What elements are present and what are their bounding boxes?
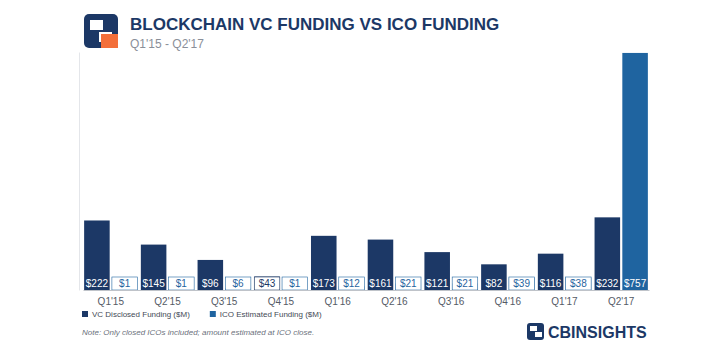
source-logo: CBINSIGHTS <box>527 323 647 341</box>
label-box <box>395 277 421 290</box>
bar <box>198 260 224 290</box>
data-label: $96 <box>202 278 219 289</box>
x-tick: Q3'15 <box>211 290 238 307</box>
data-label: $173 <box>313 278 336 289</box>
label-box <box>169 277 195 290</box>
bar <box>141 245 167 290</box>
y-axis <box>79 53 80 291</box>
data-label: $6 <box>233 278 245 289</box>
source: CBINSIGHTS <box>548 324 647 341</box>
logo-shape <box>527 323 544 340</box>
x-tick: Q2'16 <box>381 290 408 307</box>
bar <box>368 240 394 290</box>
x-tick: Q3'16 <box>438 290 465 307</box>
x-tick-label: Q4'16 <box>495 296 522 307</box>
x-tick: Q1'17 <box>551 290 578 307</box>
data-label: $82 <box>486 278 503 289</box>
data-label: $757 <box>624 278 647 289</box>
data-label: $1 <box>176 278 188 289</box>
logo <box>84 14 118 48</box>
x-tick-label: Q3'15 <box>211 296 238 307</box>
data-label: $21 <box>457 278 474 289</box>
x-tick: Q2'17 <box>608 290 635 307</box>
x-tick-label: Q4'15 <box>268 296 295 307</box>
label-box <box>566 277 592 290</box>
bar <box>509 278 535 290</box>
data-label: $145 <box>142 278 165 289</box>
bar <box>424 252 450 290</box>
logo-shape <box>84 14 118 48</box>
data-label: $1 <box>119 278 131 289</box>
chart: BLOCKCHAIN VC FUNDING VS ICO FUNDING Q1'1… <box>0 0 720 361</box>
bar <box>595 217 621 290</box>
x-tick: Q2'15 <box>154 290 181 307</box>
data-label: $232 <box>596 278 619 289</box>
label-box <box>112 277 138 290</box>
label-box <box>509 277 535 290</box>
label-box <box>282 277 308 290</box>
bar <box>622 53 648 290</box>
bar <box>481 264 507 290</box>
x-tick-label: Q1'16 <box>324 296 351 307</box>
x-tick-label: Q2'17 <box>608 296 635 307</box>
data-label: $1 <box>289 278 301 289</box>
data-label: $39 <box>513 278 530 289</box>
legend-swatch <box>82 311 88 317</box>
bar <box>254 277 280 290</box>
data-label: $12 <box>343 278 360 289</box>
bar <box>311 236 337 290</box>
label-box <box>225 277 251 290</box>
note: Note: Only closed ICOs included; amount … <box>82 328 314 337</box>
bar <box>538 254 564 290</box>
legend-swatch <box>210 311 216 317</box>
data-label: $161 <box>369 278 392 289</box>
x-tick: Q4'16 <box>495 290 522 307</box>
logo-shape <box>530 326 537 331</box>
data-label: $38 <box>570 278 587 289</box>
x-tick: Q1'15 <box>98 290 125 307</box>
label-box <box>254 277 280 290</box>
x-tick-label: Q1'17 <box>551 296 578 307</box>
legend: VC Disclosed Funding ($M) ICO Estimated F… <box>82 310 322 319</box>
bar <box>84 220 110 290</box>
x-tick: Q1'16 <box>324 290 351 307</box>
label-box <box>452 277 478 290</box>
data-label: $121 <box>426 278 449 289</box>
x-tick-label: Q1'15 <box>98 296 125 307</box>
bars <box>84 53 648 290</box>
x-tick-label: Q2'16 <box>381 296 408 307</box>
x-axis-line <box>84 290 650 291</box>
data-label: $222 <box>86 278 109 289</box>
label-box <box>339 277 365 290</box>
logo-shape <box>101 34 118 48</box>
x-tick-label: Q2'15 <box>154 296 181 307</box>
title: BLOCKCHAIN VC FUNDING VS ICO FUNDING <box>130 15 499 34</box>
logo-shape <box>90 20 103 30</box>
subtitle: Q1'15 - Q2'17 <box>130 37 204 51</box>
data-label: $43 <box>259 278 276 289</box>
logo-shape <box>535 332 542 337</box>
x-tick: Q4'15 <box>268 290 295 307</box>
x-axis: Q1'15 Q2'15 Q3'15 Q4'15 Q1'16 Q2'16 Q3'16 Q4'16… <box>84 290 650 307</box>
legend-label: VC Disclosed Funding ($M) <box>92 310 190 319</box>
legend-label: ICO Estimated Funding ($M) <box>220 310 322 319</box>
data-label: $21 <box>400 278 417 289</box>
x-tick-label: Q3'16 <box>438 296 465 307</box>
data-label: $116 <box>540 278 562 289</box>
data-labels: $222 $145 $96 $43 $173 $161 $121 $82 $116 $232 $1 $… <box>86 277 647 290</box>
y-axis-line <box>79 53 80 291</box>
